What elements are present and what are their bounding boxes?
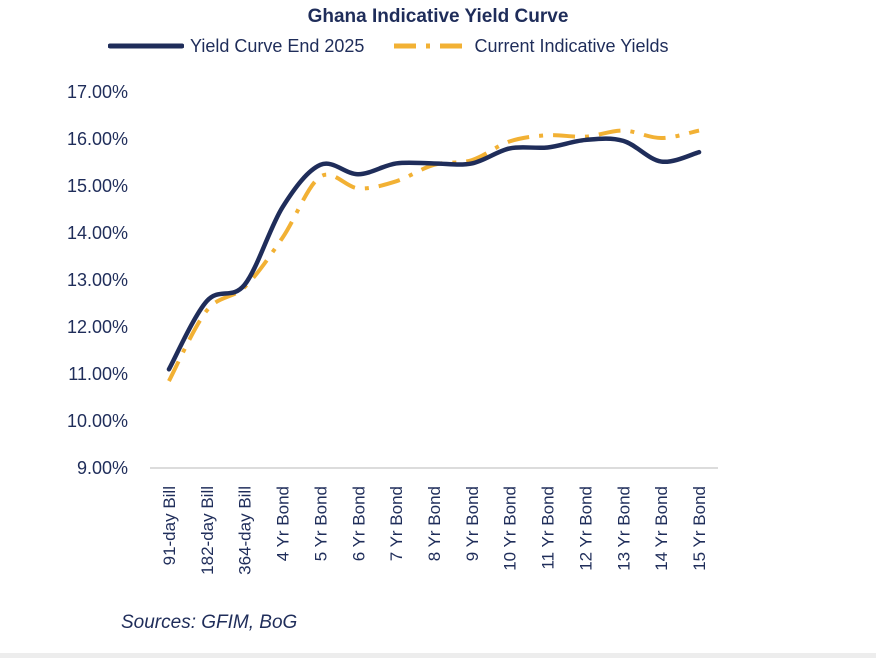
x-tick-label: 7 Yr Bond <box>387 486 406 561</box>
legend-item-current-indicative-yields: Current Indicative Yields <box>392 35 669 57</box>
series-line-current-indicative-yields <box>167 128 700 382</box>
legend-swatch-solid <box>108 43 184 49</box>
y-tick-label: 9.00% <box>77 458 128 478</box>
x-tick-label: 10 Yr Bond <box>501 486 520 571</box>
legend-item-yield-curve-end-2025: Yield Curve End 2025 <box>108 36 364 57</box>
x-tick-label: 6 Yr Bond <box>349 486 368 561</box>
legend-label-series2: Current Indicative Yields <box>474 35 669 56</box>
chart-legend: Yield Curve End 2025 Current Indicative … <box>108 34 697 58</box>
legend-swatch-dash-dot <box>394 43 467 49</box>
x-tick-label: 364-day Bill <box>236 486 255 575</box>
x-tick-label: 91-day Bill <box>160 486 179 565</box>
y-tick-label: 10.00% <box>67 411 128 431</box>
series-line-yield-curve-end-2025 <box>166 136 702 372</box>
y-tick-label: 11.00% <box>68 364 128 384</box>
source-note: Sources: GFIM, BoG <box>121 612 298 633</box>
x-tick-label: 12 Yr Bond <box>576 486 595 571</box>
x-tick-label: 9 Yr Bond <box>463 486 482 561</box>
chart-title: Ghana Indicative Yield Curve <box>307 6 569 27</box>
x-tick-label: 5 Yr Bond <box>311 486 330 561</box>
x-tick-label: 182-day Bill <box>198 486 217 575</box>
y-tick-label: 14.00% <box>67 223 128 243</box>
x-tick-label: 8 Yr Bond <box>425 486 444 561</box>
y-tick-label: 12.00% <box>67 317 128 337</box>
legend-label-series1: Yield Curve End 2025 <box>190 35 365 56</box>
x-tick-label: 13 Yr Bond <box>614 486 633 571</box>
y-tick-label: 16.00% <box>67 129 128 149</box>
y-tick-label: 17.00% <box>67 82 128 102</box>
y-tick-label: 13.00% <box>67 270 128 290</box>
x-tick-label: 14 Yr Bond <box>652 486 671 571</box>
x-tick-label: 11 Yr Bond <box>539 486 558 570</box>
y-tick-label: 15.00% <box>67 176 128 196</box>
bottom-strip <box>0 653 876 658</box>
x-tick-label: 15 Yr Bond <box>690 486 709 571</box>
x-tick-label: 4 Yr Bond <box>274 486 293 561</box>
